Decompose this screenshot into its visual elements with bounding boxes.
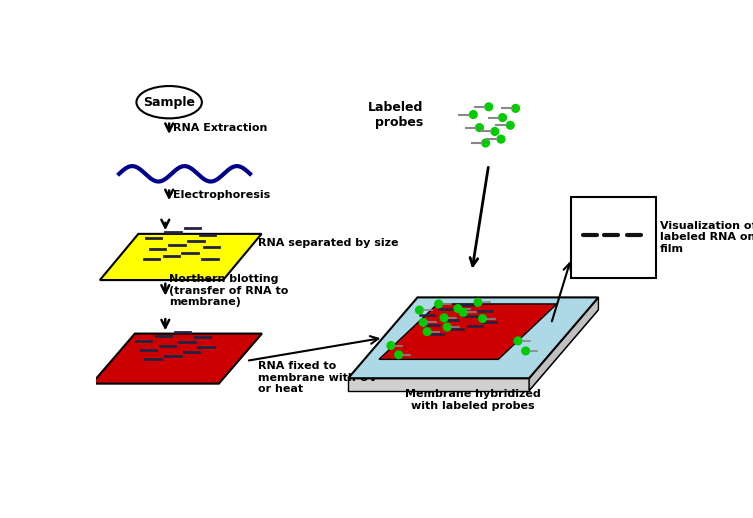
- Text: Labeled
probes: Labeled probes: [368, 100, 423, 128]
- Circle shape: [485, 103, 492, 111]
- Circle shape: [444, 323, 451, 331]
- Circle shape: [416, 306, 423, 314]
- Text: Electrophoresis: Electrophoresis: [173, 191, 270, 200]
- Text: Sample: Sample: [143, 96, 195, 109]
- Circle shape: [522, 347, 529, 355]
- Polygon shape: [348, 297, 599, 378]
- Polygon shape: [348, 310, 599, 391]
- Circle shape: [395, 351, 402, 358]
- Circle shape: [476, 124, 483, 132]
- Circle shape: [387, 342, 395, 349]
- Circle shape: [474, 298, 482, 306]
- Text: RNA separated by size: RNA separated by size: [258, 238, 398, 248]
- Polygon shape: [379, 304, 557, 359]
- Circle shape: [459, 309, 467, 316]
- Text: Northern blotting
(transfer of RNA to
membrane): Northern blotting (transfer of RNA to me…: [169, 274, 288, 308]
- Polygon shape: [348, 378, 529, 391]
- Text: RNA fixed to
membrane with UV
or heat: RNA fixed to membrane with UV or heat: [258, 361, 377, 395]
- Bar: [571, 197, 656, 278]
- Text: Membrane hybridized
with labeled probes: Membrane hybridized with labeled probes: [405, 389, 541, 411]
- Text: Visualization of
labeled RNA on X-ray
film: Visualization of labeled RNA on X-ray fi…: [660, 221, 753, 254]
- Polygon shape: [100, 234, 261, 280]
- Circle shape: [419, 319, 427, 326]
- Circle shape: [514, 337, 522, 345]
- Ellipse shape: [136, 86, 202, 119]
- Text: RNA Extraction: RNA Extraction: [173, 123, 267, 133]
- Circle shape: [434, 300, 443, 308]
- Circle shape: [497, 135, 505, 143]
- Polygon shape: [529, 297, 599, 391]
- Circle shape: [512, 105, 520, 112]
- Circle shape: [454, 305, 462, 312]
- Circle shape: [469, 111, 477, 119]
- Circle shape: [441, 314, 448, 322]
- Circle shape: [423, 328, 431, 336]
- Polygon shape: [92, 334, 262, 384]
- Circle shape: [507, 121, 514, 129]
- Circle shape: [482, 139, 489, 147]
- Circle shape: [498, 114, 507, 121]
- Circle shape: [491, 127, 498, 135]
- Circle shape: [479, 315, 486, 322]
